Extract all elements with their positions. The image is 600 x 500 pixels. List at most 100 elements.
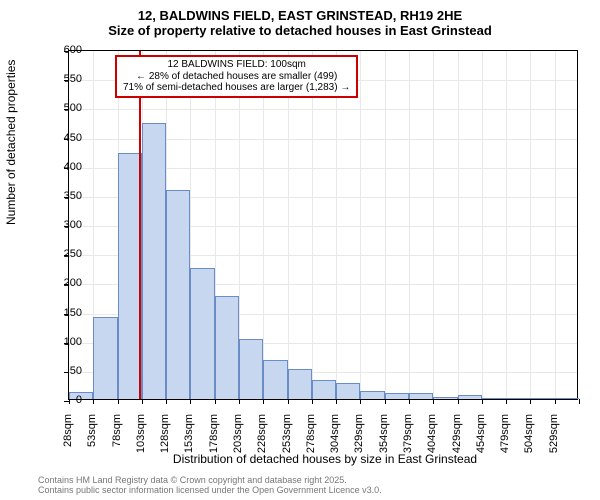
xtick-label: 529sqm [548, 414, 560, 453]
gridline-v [288, 51, 289, 399]
gridline-v [360, 51, 361, 399]
xtick-mark [312, 399, 313, 404]
ytick-label: 100 [42, 336, 82, 348]
xtick-mark [215, 399, 216, 404]
histogram-bar [312, 380, 336, 399]
histogram-bar [239, 339, 263, 399]
ytick-label: 150 [42, 307, 82, 319]
histogram-bar [360, 391, 384, 399]
histogram-bar [482, 398, 506, 399]
xtick-mark [93, 399, 94, 404]
gridline-v [409, 51, 410, 399]
footnote-line2: Contains public sector information licen… [38, 485, 382, 495]
xtick-mark [239, 399, 240, 404]
histogram-bar [458, 395, 482, 399]
histogram-bar [409, 393, 433, 399]
xtick-mark [385, 399, 386, 404]
annotation-line2: ← 28% of detached houses are smaller (49… [136, 71, 337, 82]
xtick-label: 178sqm [208, 414, 220, 453]
ytick-label: 0 [42, 394, 82, 406]
histogram-bar [530, 398, 554, 399]
gridline-v [385, 51, 386, 399]
ytick-label: 400 [42, 161, 82, 173]
gridline-v [312, 51, 313, 399]
xtick-label: 278sqm [305, 414, 317, 453]
ytick-label: 200 [42, 277, 82, 289]
xtick-label: 228sqm [256, 414, 268, 453]
ytick-label: 450 [42, 132, 82, 144]
xtick-label: 53sqm [86, 414, 98, 447]
histogram-bar [288, 369, 312, 399]
annotation-box: 12 BALDWINS FIELD: 100sqm← 28% of detach… [115, 55, 358, 98]
xtick-label: 28sqm [62, 414, 74, 447]
xtick-label: 103sqm [135, 414, 147, 453]
xtick-label: 454sqm [475, 414, 487, 453]
histogram-bar [506, 398, 530, 399]
xtick-mark [458, 399, 459, 404]
histogram-bar [215, 296, 239, 399]
xtick-mark [555, 399, 556, 404]
xtick-mark [263, 399, 264, 404]
chart-title: 12, BALDWINS FIELD, EAST GRINSTEAD, RH19… [0, 0, 600, 23]
histogram-bar [263, 360, 287, 399]
xtick-mark [336, 399, 337, 404]
gridline-v [555, 51, 556, 399]
xtick-label: 404sqm [426, 414, 438, 453]
gridline-v [530, 51, 531, 399]
gridline-v [506, 51, 507, 399]
xtick-mark [506, 399, 507, 404]
xtick-mark [579, 399, 580, 404]
gridline-v [336, 51, 337, 399]
gridline-v [263, 51, 264, 399]
histogram-bar [433, 397, 457, 399]
xtick-label: 479sqm [499, 414, 511, 453]
chart-area: 12 BALDWINS FIELD: 100sqm← 28% of detach… [68, 50, 578, 400]
histogram-bar [190, 268, 214, 399]
xtick-label: 203sqm [232, 414, 244, 453]
xtick-label: 78sqm [111, 414, 123, 447]
footnote: Contains HM Land Registry data © Crown c… [38, 476, 382, 496]
ytick-label: 50 [42, 365, 82, 377]
histogram-bar [385, 393, 409, 399]
xtick-mark [482, 399, 483, 404]
xtick-label: 329sqm [353, 414, 365, 453]
histogram-bar [142, 123, 166, 400]
xtick-mark [166, 399, 167, 404]
annotation-line3: 71% of semi-detached houses are larger (… [123, 82, 350, 93]
xtick-mark [288, 399, 289, 404]
xtick-label: 354sqm [378, 414, 390, 453]
histogram-bar [93, 317, 117, 399]
gridline-v [458, 51, 459, 399]
ytick-label: 550 [42, 73, 82, 85]
ytick-label: 600 [42, 44, 82, 56]
x-axis-label: Distribution of detached houses by size … [0, 452, 600, 466]
histogram-bar [555, 398, 579, 399]
xtick-mark [530, 399, 531, 404]
ytick-label: 350 [42, 190, 82, 202]
xtick-label: 153sqm [183, 414, 195, 453]
xtick-label: 379sqm [402, 414, 414, 453]
xtick-mark [118, 399, 119, 404]
histogram-bar [166, 190, 190, 399]
xtick-label: 128sqm [159, 414, 171, 453]
ytick-label: 250 [42, 248, 82, 260]
xtick-label: 304sqm [329, 414, 341, 453]
annotation-line1: 12 BALDWINS FIELD: 100sqm [167, 59, 305, 70]
xtick-mark [190, 399, 191, 404]
ytick-label: 300 [42, 219, 82, 231]
y-axis-label: Number of detached properties [4, 60, 18, 225]
xtick-mark [360, 399, 361, 404]
xtick-label: 253sqm [281, 414, 293, 453]
marker-line [139, 51, 141, 399]
ytick-label: 500 [42, 102, 82, 114]
gridline-v [433, 51, 434, 399]
gridline-v [482, 51, 483, 399]
footnote-line1: Contains HM Land Registry data © Crown c… [38, 475, 347, 485]
histogram-bar [336, 383, 360, 399]
chart-subtitle: Size of property relative to detached ho… [0, 23, 600, 38]
gridline-h [69, 109, 577, 110]
xtick-mark [142, 399, 143, 404]
xtick-mark [433, 399, 434, 404]
xtick-label: 429sqm [451, 414, 463, 453]
xtick-label: 504sqm [523, 414, 535, 453]
